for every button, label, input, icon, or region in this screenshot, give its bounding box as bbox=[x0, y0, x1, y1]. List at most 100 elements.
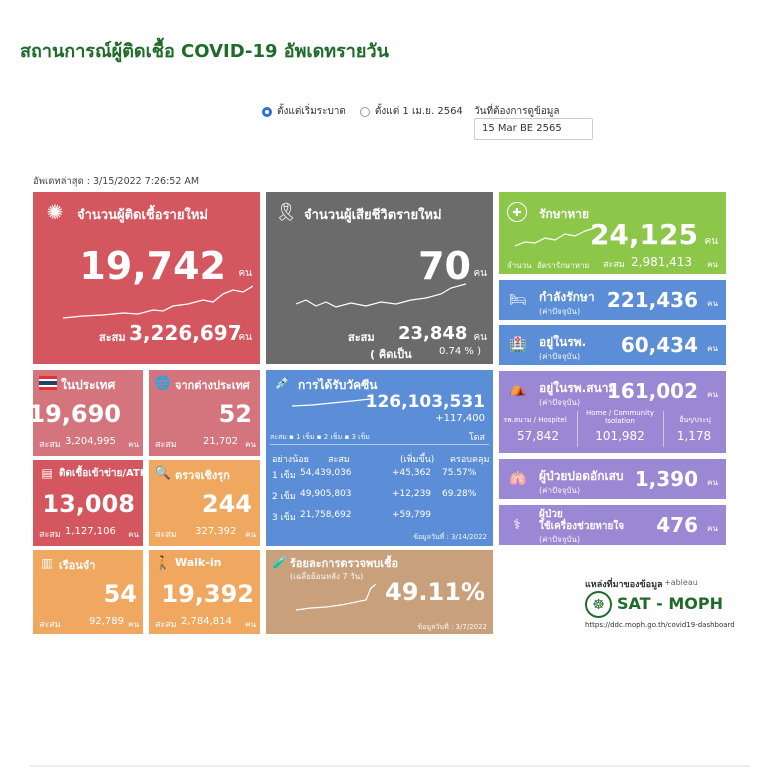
radio-selected-icon bbox=[262, 106, 272, 117]
unit: คน bbox=[704, 236, 718, 247]
page-title: สถานการณ์ผู้ติดเชื้อ COVID-19 อัพเดทรายว… bbox=[20, 41, 389, 62]
globe-icon: 🌐 bbox=[154, 375, 172, 391]
unit: คน bbox=[128, 530, 139, 539]
unit: คน bbox=[707, 299, 718, 308]
ribbon-icon: 🎗 bbox=[274, 201, 298, 223]
prison-icon: ▥ bbox=[41, 556, 53, 570]
ventilator-label2: ใช้เครื่องช่วยหายใจ bbox=[539, 521, 625, 532]
deaths-sparkline bbox=[296, 283, 466, 308]
treating-label: กำลังรักษา bbox=[539, 290, 595, 304]
option-since-outbreak[interactable]: ตั้งแต่เริ่มระบาด bbox=[262, 104, 346, 119]
unit: คน bbox=[238, 268, 252, 279]
proactive-value: 244 bbox=[201, 490, 252, 518]
pneumonia-value: 1,390 bbox=[634, 467, 698, 491]
proactive-label: ตรวจเชิงรุก bbox=[175, 469, 230, 482]
acc-label: สะสม bbox=[39, 620, 61, 630]
dose-increase: +59,799 bbox=[392, 510, 432, 520]
moph-logo-icon: ☸ bbox=[585, 591, 612, 618]
domestic-label: ในประเทศ bbox=[61, 378, 116, 392]
unit: คน bbox=[707, 524, 718, 533]
new-cases-acc: 3,226,697 bbox=[129, 321, 242, 345]
option-since-outbreak-label: ตั้งแต่เริ่มระบาด bbox=[277, 106, 346, 117]
ventilator-sub: (ค่าปัจจุบัน) bbox=[539, 535, 581, 544]
date-range-options: ตั้งแต่เริ่มระบาด ตั้งแต่ 1 เม.ย. 2564 bbox=[262, 104, 463, 119]
unit: คน bbox=[245, 620, 256, 629]
unit: คน bbox=[707, 344, 718, 353]
recovered-label: รักษาหาย bbox=[539, 207, 590, 221]
acc-label: สะสม bbox=[155, 620, 177, 630]
vaccine-header-increase: (เพิ่มขึ้น) bbox=[400, 455, 435, 465]
vaccine-header-row: อย่างน้อย สะสม (เพิ่มขึ้น) ครอบคลุม bbox=[272, 452, 489, 466]
domestic-acc: 3,204,995 bbox=[65, 436, 116, 447]
acc-label: สะสม bbox=[39, 530, 61, 540]
recovered-tile: ✚ รักษาหาย 24,125 คน จำนวน อัตรารักษาหาย… bbox=[499, 192, 726, 274]
vaccine-header-atleast: อย่างน้อย bbox=[272, 455, 309, 465]
hospital-sub: (ค่าปัจจุบัน) bbox=[539, 352, 581, 361]
tableau-logo: +ableau bbox=[664, 578, 698, 587]
dose-label: 1 เข็ม bbox=[272, 471, 296, 481]
tent-icon: ⛺ bbox=[509, 381, 527, 397]
syringe-icon: 💉 bbox=[274, 375, 292, 391]
ventilator-label: ผู้ป่วย bbox=[539, 509, 563, 520]
hospital-value: 60,434 bbox=[620, 333, 698, 357]
divider bbox=[577, 411, 578, 447]
thai-flag-icon bbox=[39, 376, 57, 390]
divider bbox=[270, 444, 489, 445]
acc-label: สะสม bbox=[155, 530, 177, 540]
prison-label: เรือนจำ bbox=[59, 559, 96, 572]
positivity-label: ร้อยละการตรวจพบเชื้อ bbox=[290, 557, 399, 570]
field-hospital-tile: ⛺ อยู่ในรพ.สนาม (ค่าปัจจุบัน) 161,002 คน… bbox=[499, 371, 726, 453]
imported-label: จากต่างประเทศ bbox=[175, 379, 250, 392]
pneumonia-label: ผู้ป่วยปอดอักเสบ bbox=[539, 469, 624, 483]
ventilator-tile: ⚕ ผู้ป่วย ใช้เครื่องช่วยหายใจ (ค่าปัจจุบ… bbox=[499, 505, 726, 545]
source-url[interactable]: https://ddc.moph.go.th/covid19-dashboard bbox=[585, 621, 735, 629]
positivity-value: 49.11% bbox=[385, 578, 485, 606]
other-label: อื่นๆ/ประปุ bbox=[679, 416, 711, 424]
field-hospital-sub: (ค่าปัจจุบัน) bbox=[539, 398, 581, 407]
last-updated: อัพเดทล่าสุด : 3/15/2022 7:26:52 AM bbox=[33, 176, 200, 187]
dose-coverage: 75.57% bbox=[442, 468, 477, 478]
acc-label: สะสม bbox=[603, 260, 625, 270]
walkin-acc: 2,784,814 bbox=[181, 616, 232, 627]
test-kit-icon: ▤ bbox=[41, 466, 53, 480]
deaths-tile: 🎗 จำนวนผู้เสียชีวิตรายใหม่ 70 คน สะสม 23… bbox=[266, 192, 493, 364]
domestic-tile: ในประเทศ 19,690 สะสม 3,204,995 คน bbox=[33, 370, 143, 456]
date-input[interactable]: 15 Mar BE 2565 bbox=[474, 118, 593, 140]
hospital-tile: 🏥 อยู่ในรพ. (ค่าปัจจุบัน) 60,434 คน bbox=[499, 325, 726, 365]
recovered-acc: 2,981,413 bbox=[631, 255, 693, 269]
hospitel-value: 57,842 bbox=[517, 429, 559, 443]
vaccine-legend: สะสม ▪ 1 เข็ม ▪ 2 เข็ม ▪ 3 เข็ม bbox=[270, 433, 370, 441]
home-isolation-label: Home / Community Isolation bbox=[586, 409, 654, 425]
unit: คน bbox=[128, 620, 139, 629]
recovery-icon: ✚ bbox=[507, 202, 527, 222]
date-label: วันที่ต้องการดูข้อมูล bbox=[474, 106, 560, 117]
field-hospital-label: อยู่ในรพ.สนาม bbox=[539, 381, 617, 395]
hospital-icon: 🏥 bbox=[509, 337, 527, 353]
vaccine-asof: ข้อมูลวันที่ : 3/14/2022 bbox=[413, 533, 487, 541]
table-row: 2 เข็ม 49,905,803 +12,239 69.28% bbox=[272, 489, 476, 503]
dose-acc: 49,905,803 bbox=[300, 489, 352, 499]
unit: คน bbox=[128, 440, 139, 449]
option-since-april[interactable]: ตั้งแต่ 1 เม.ย. 2564 bbox=[359, 104, 463, 119]
dose-coverage: 69.28% bbox=[442, 489, 477, 499]
source-org: SAT - MOPH bbox=[617, 594, 723, 613]
hospital-label: อยู่ในรพ. bbox=[539, 335, 587, 349]
prison-value: 54 bbox=[103, 580, 137, 608]
atk-tile: ▤ ติดเชื้อเข้าข่าย/ATK 13,008 สะสม 1,127… bbox=[33, 460, 143, 546]
vaccine-value: 126,103,531 bbox=[365, 392, 485, 412]
unit: คน bbox=[473, 332, 487, 343]
atk-acc: 1,127,106 bbox=[65, 526, 116, 537]
unit: คน bbox=[473, 268, 487, 279]
dose-increase: +12,239 bbox=[392, 489, 432, 499]
vaccine-sparkline bbox=[292, 398, 370, 407]
vaccine-label: การได้รับวัคซีน bbox=[298, 378, 378, 392]
deaths-pct-label: ( คิดเป็น bbox=[370, 348, 412, 361]
dose-label: 2 เข็ม bbox=[272, 492, 296, 502]
positivity-asof: ข้อมูลวันที่ : 3/7/2022 bbox=[417, 623, 487, 631]
imported-acc: 21,702 bbox=[203, 436, 238, 447]
new-cases-label: จำนวนผู้ติดเชื้อรายใหม่ bbox=[77, 208, 208, 223]
unit: คน bbox=[707, 478, 718, 487]
vaccine-tile: 💉 การได้รับวัคซีน 126,103,531 +117,400 ส… bbox=[266, 370, 493, 546]
walk-icon: 🚶 bbox=[154, 555, 172, 571]
unit: คน bbox=[238, 332, 252, 343]
